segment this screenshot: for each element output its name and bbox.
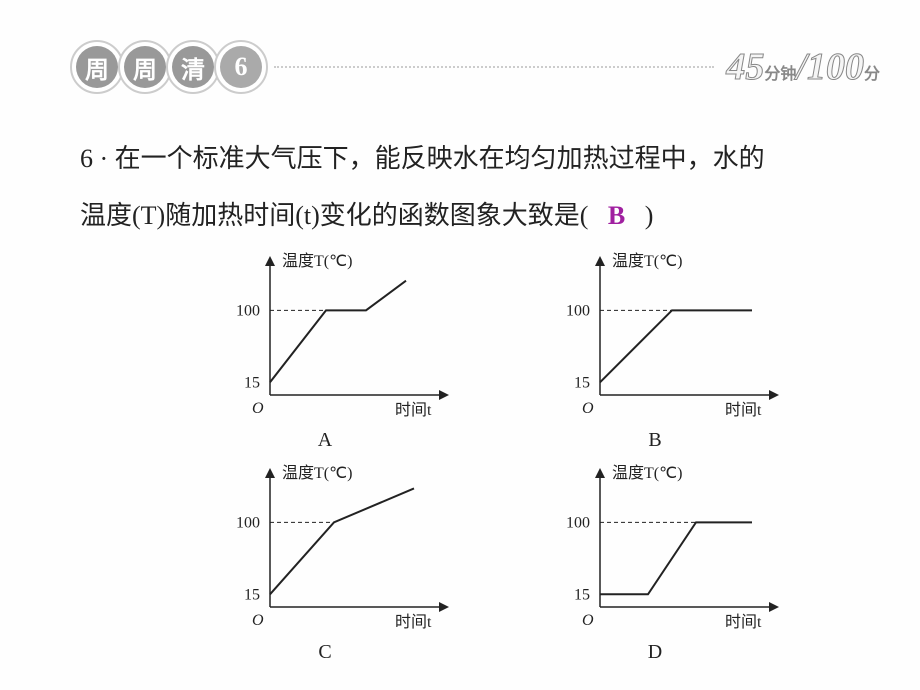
svg-text:温度T(℃): 温度T(℃) <box>282 252 352 270</box>
chart-B-svg: 温度T(℃) 时间t O 15 100 <box>525 250 785 420</box>
badge-3-text: 清 <box>172 46 214 88</box>
score-points: 100 <box>807 45 864 89</box>
chart-C-label: C <box>180 641 470 664</box>
chart-A-label: A <box>180 429 470 452</box>
svg-text:O: O <box>582 400 594 417</box>
header-dots <box>274 66 714 68</box>
badge-num: 6 <box>214 40 268 94</box>
time-slash: / <box>796 45 807 89</box>
svg-text:O: O <box>582 612 594 629</box>
svg-text:温度T(℃): 温度T(℃) <box>612 464 682 482</box>
charts-grid: 温度T(℃) 时间t O 15 100 A 温度T(℃) 时间t O 15 100 B 温度T(… <box>180 250 800 664</box>
badge-2: 周 <box>118 40 172 94</box>
svg-text:100: 100 <box>236 302 260 319</box>
question-text: 6 · 在一个标准大气压下，能反映水在均匀加热过程中，水的 温度(T)随加热时间… <box>80 130 870 244</box>
time-minutes-unit: 分钟 <box>764 60 796 84</box>
svg-text:100: 100 <box>236 514 260 531</box>
svg-text:15: 15 <box>574 586 590 603</box>
question-number: 6 <box>80 144 93 173</box>
svg-text:时间t: 时间t <box>395 613 432 631</box>
svg-text:温度T(℃): 温度T(℃) <box>282 464 352 482</box>
svg-text:O: O <box>252 612 264 629</box>
title-badges: 周 周 清 6 <box>70 40 262 94</box>
chart-D: 温度T(℃) 时间t O 15 100 D <box>510 462 800 664</box>
chart-C: 温度T(℃) 时间t O 15 100 C <box>180 462 470 664</box>
badge-1-text: 周 <box>76 46 118 88</box>
chart-B-label: B <box>510 429 800 452</box>
chart-A: 温度T(℃) 时间t O 15 100 A <box>180 250 470 452</box>
svg-text:15: 15 <box>244 374 260 391</box>
badge-num-text: 6 <box>220 46 262 88</box>
time-score: 45 分钟 / 100 分 <box>726 45 880 89</box>
svg-text:时间t: 时间t <box>725 613 762 631</box>
svg-text:时间t: 时间t <box>395 401 432 419</box>
svg-text:100: 100 <box>566 514 590 531</box>
chart-D-svg: 温度T(℃) 时间t O 15 100 <box>525 462 785 632</box>
chart-A-svg: 温度T(℃) 时间t O 15 100 <box>195 250 455 420</box>
svg-text:100: 100 <box>566 302 590 319</box>
page-header: 周 周 清 6 45 分钟 / 100 分 <box>70 40 880 94</box>
svg-text:15: 15 <box>574 374 590 391</box>
time-minutes: 45 <box>726 45 764 89</box>
svg-text:时间t: 时间t <box>725 401 762 419</box>
question-dot: · <box>100 144 109 173</box>
badge-1: 周 <box>70 40 124 94</box>
svg-text:O: O <box>252 400 264 417</box>
svg-text:温度T(℃): 温度T(℃) <box>612 252 682 270</box>
question-line2: 温度(T)随加热时间(t)变化的函数图象大致是( <box>80 201 588 230</box>
badge-2-text: 周 <box>124 46 166 88</box>
chart-D-label: D <box>510 641 800 664</box>
chart-B: 温度T(℃) 时间t O 15 100 B <box>510 250 800 452</box>
svg-text:15: 15 <box>244 586 260 603</box>
answer-letter: B <box>608 201 625 230</box>
badge-3: 清 <box>166 40 220 94</box>
chart-C-svg: 温度T(℃) 时间t O 15 100 <box>195 462 455 632</box>
question-line1: 在一个标准大气压下，能反映水在均匀加热过程中，水的 <box>115 144 765 173</box>
score-unit: 分 <box>864 60 880 84</box>
question-paren-close: ) <box>645 201 654 230</box>
